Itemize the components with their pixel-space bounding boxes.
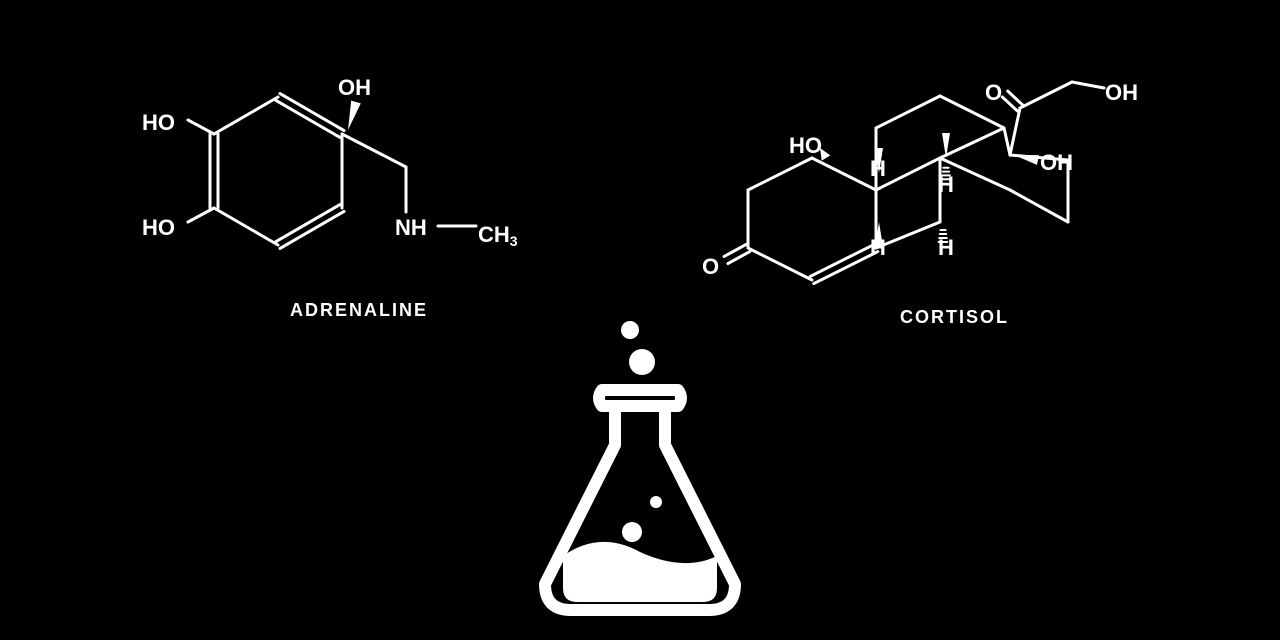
atom-label: OH	[338, 75, 371, 101]
atom-label: H	[870, 156, 886, 182]
chemistry-infographic: ADRENALINE CORTISOL HOHOOHNHCH3 OHOHHHHO…	[0, 0, 1280, 640]
atom-label: HO	[142, 110, 175, 136]
atom-label: H	[938, 235, 954, 261]
atom-label: NH	[395, 215, 427, 241]
atom-label: OH	[1105, 80, 1138, 106]
atom-label: H	[870, 235, 886, 261]
atom-label: H	[938, 172, 954, 198]
atom-label: HO	[789, 133, 822, 159]
cortisol-label: CORTISOL	[900, 307, 1009, 328]
atom-label: HO	[142, 215, 175, 241]
atom-label: O	[702, 254, 719, 280]
diagram-svg	[0, 0, 1280, 640]
adrenaline-label: ADRENALINE	[290, 300, 428, 321]
atom-label: OH	[1040, 150, 1073, 176]
atom-label: O	[985, 80, 1002, 106]
atom-label: CH3	[478, 222, 518, 249]
